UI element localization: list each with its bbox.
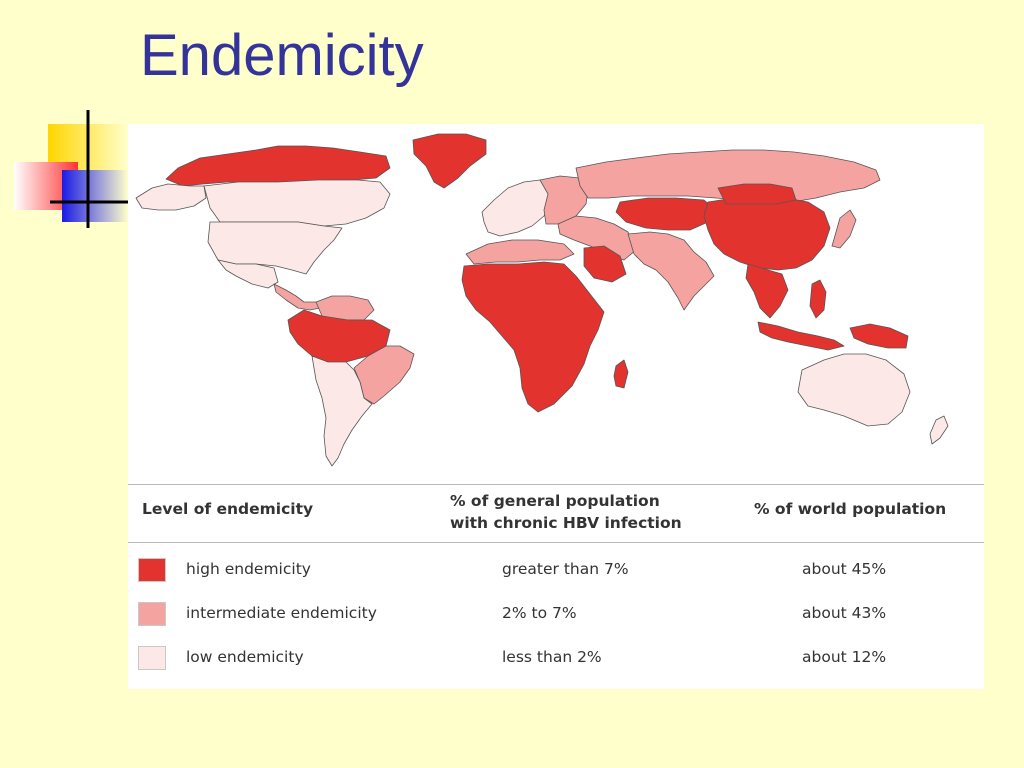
- region-central-america: [273, 283, 321, 311]
- table-header-rule: [128, 542, 984, 543]
- swatch-high: [138, 558, 166, 582]
- region-philippines: [809, 279, 827, 319]
- region-north-africa: [465, 239, 575, 265]
- region-south-asia: [627, 231, 715, 311]
- region-sub-saharan-africa: [461, 261, 605, 413]
- region-saudi-arabia: [583, 245, 627, 283]
- legend-world: about 43%: [802, 604, 887, 622]
- legend-world: about 45%: [802, 560, 887, 578]
- region-russia: [575, 149, 881, 203]
- legend-label: high endemicity: [186, 560, 311, 578]
- region-indonesia: [757, 321, 845, 351]
- region-southeast-asia: [745, 263, 789, 319]
- legend-hbv: greater than 7%: [502, 560, 629, 578]
- region-middle-east: [557, 215, 637, 261]
- region-madagascar: [613, 359, 629, 389]
- legend-label: intermediate endemicity: [186, 604, 377, 622]
- region-china: [703, 195, 831, 271]
- legend-hbv: less than 2%: [502, 648, 602, 666]
- region-japan: [831, 209, 857, 249]
- blue-square: [62, 170, 128, 222]
- region-mexico: [217, 259, 279, 289]
- slide-title: Endemicity: [140, 23, 424, 88]
- region-canada: [203, 179, 391, 227]
- region-mongolia: [717, 183, 797, 205]
- legend-world: about 12%: [802, 648, 887, 666]
- map-regions: [135, 133, 949, 467]
- region-new-guinea: [849, 323, 909, 349]
- region-greenland: [412, 133, 487, 189]
- region-southern-south-america: [311, 355, 373, 467]
- hbv-endemicity-figure: Level of endemicity % of general populat…: [128, 124, 984, 689]
- swatch-low: [138, 646, 166, 670]
- legend-label: low endemicity: [186, 648, 304, 666]
- region-western-europe: [481, 179, 553, 237]
- world-map: [135, 133, 949, 467]
- legend-hbv: 2% to 7%: [502, 604, 577, 622]
- header-level: Level of endemicity: [142, 500, 314, 518]
- region-new-zealand: [929, 415, 949, 445]
- region-central-asia: [615, 197, 717, 231]
- region-alaska: [135, 183, 207, 211]
- header-world: % of world population: [754, 500, 947, 518]
- region-australia: [797, 353, 911, 427]
- header-hbv-line1: % of general population: [450, 492, 660, 510]
- header-hbv-line2: with chronic HBV infection: [450, 514, 682, 532]
- table-top-rule: [128, 484, 984, 485]
- slide-decoration: [14, 110, 128, 228]
- swatch-intermediate: [138, 602, 166, 626]
